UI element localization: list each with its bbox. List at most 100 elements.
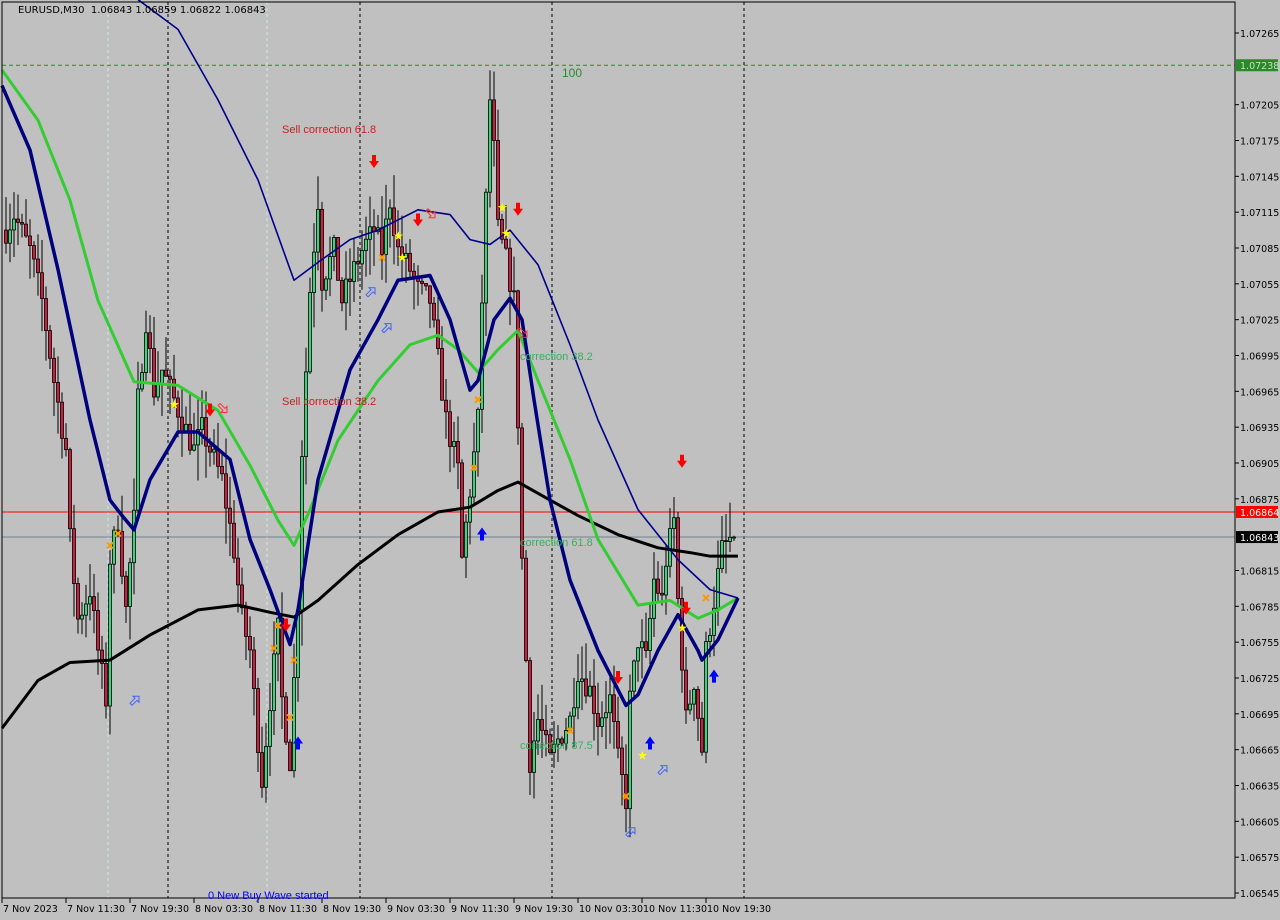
candle-bull	[344, 278, 348, 304]
price-tick-label: 1.06755	[1240, 638, 1279, 649]
candle-bear	[24, 223, 28, 237]
price-tick-label: 1.06695	[1240, 710, 1279, 721]
candle-bull	[308, 292, 312, 373]
star-icon: ★	[497, 200, 508, 214]
sell-arrow-icon	[281, 618, 291, 632]
candle-bull	[536, 719, 540, 742]
time-tick-label: 10 Nov 19:30	[707, 904, 771, 915]
candle-bull	[8, 229, 12, 244]
candle-bull	[468, 496, 472, 523]
candle-bear	[224, 473, 228, 509]
cross-icon	[470, 464, 478, 472]
candle-bear	[92, 596, 96, 611]
buy-arrow-icon	[709, 669, 719, 683]
new-buy-wave-label: 0 New Buy Wave started	[208, 890, 329, 902]
candle-bear	[244, 607, 248, 637]
candle-bull	[292, 677, 296, 772]
time-tick-label: 7 Nov 19:30	[131, 904, 189, 915]
correction-618-label: correction 61.8	[520, 537, 593, 549]
candle-bull	[664, 565, 668, 596]
candle-bull	[464, 521, 468, 558]
candle-bull	[452, 441, 456, 447]
candle-bull	[580, 678, 584, 683]
price-axis[interactable]: 1.07238 1.06864 1.06843 1.07265 1.07205 1.071…	[1234, 2, 1279, 900]
candle-bear	[16, 218, 20, 223]
candle-bull	[652, 578, 656, 619]
candle-bear	[4, 229, 8, 244]
candle-bull	[160, 369, 164, 384]
hollow-buy-arrow-icon	[625, 827, 636, 838]
candle-bull	[276, 617, 280, 655]
hollow-buy-arrow-icon	[365, 287, 376, 298]
buy-arrow-icon	[645, 736, 655, 750]
candle-bear	[260, 752, 264, 788]
price-tick-label: 1.07265	[1240, 29, 1279, 40]
candle-bear	[36, 258, 40, 274]
cross-icon	[702, 594, 710, 602]
price-tick-label: 1.07055	[1240, 280, 1279, 291]
candle-bull	[364, 238, 368, 251]
buy-arrow-icon	[477, 527, 487, 541]
correction-875-label: correction 87.5	[520, 740, 593, 752]
candle-bull	[628, 690, 632, 810]
candle-bull	[84, 603, 88, 616]
candle-bear	[288, 741, 292, 772]
candle-bull	[388, 207, 392, 220]
time-tick-label: 7 Nov 2023	[3, 904, 58, 915]
price-tick-label: 1.06785	[1240, 602, 1279, 613]
sell-arrow-icon	[677, 454, 687, 468]
candle-bear	[340, 279, 344, 304]
candle-bear	[356, 261, 360, 265]
price-tick-label: 1.06605	[1240, 817, 1279, 828]
ma-navy-slow-line	[137, 0, 739, 599]
correction-382-label: correction 38.2	[520, 351, 593, 363]
star-icon: ★	[393, 229, 404, 243]
candle-bear	[52, 357, 56, 383]
hollow-buy-arrow-icon	[381, 323, 392, 334]
candle-bull	[476, 408, 480, 453]
sell-arrow-icon	[205, 403, 215, 417]
time-tick-label: 10 Nov 03:30	[579, 904, 643, 915]
candle-bear	[540, 719, 544, 731]
ohlc-values: 1.06843 1.06859 1.06822 1.06843	[90, 5, 266, 16]
candle-bull	[716, 568, 720, 609]
cross-icon	[106, 541, 114, 550]
candle-bear	[228, 507, 232, 524]
chart-header: EURUSD,M30 1.06843 1.06859 1.06822 1.068…	[18, 5, 266, 16]
candle-bull	[352, 261, 356, 282]
cross-icon	[474, 395, 482, 404]
candle-bull	[672, 517, 676, 529]
cross-icon	[274, 621, 282, 630]
price-tick-label: 1.07145	[1240, 172, 1279, 183]
candle-bear	[624, 774, 628, 810]
candle-bull	[384, 218, 388, 255]
candle-bull	[268, 710, 272, 747]
candle-bull	[316, 208, 320, 253]
candle-bull	[728, 536, 732, 542]
candle-bull	[132, 509, 136, 564]
candle-bear	[616, 721, 620, 749]
candle-bear	[220, 465, 224, 475]
candle-bear	[684, 669, 688, 711]
candle-bear	[172, 378, 176, 399]
horizontal-levels[interactable]	[2, 64, 1235, 538]
candle-bear	[504, 238, 508, 249]
time-tick-label: 8 Nov 19:30	[323, 904, 381, 915]
time-tick-label: 10 Nov 11:30	[643, 904, 707, 915]
candle-bear	[380, 227, 384, 255]
star-icon: ★	[397, 251, 408, 265]
candle-bull	[472, 451, 476, 498]
candle-bear	[124, 575, 128, 607]
candle-bear	[612, 694, 616, 722]
candle-bear	[448, 411, 452, 447]
star-icon: ★	[501, 227, 512, 241]
candle-bull	[640, 641, 644, 649]
time-axis[interactable]: 7 Nov 2023 7 Nov 11:30 7 Nov 19:30 8 Nov 03…	[1, 898, 771, 915]
ma-green-line	[0, 69, 739, 620]
candle-bull	[360, 250, 364, 265]
price-tag: 1.06864	[1240, 508, 1279, 519]
candle-bull	[192, 444, 196, 451]
candle-bear	[660, 592, 664, 596]
price-tick-label: 1.06875	[1240, 495, 1279, 506]
